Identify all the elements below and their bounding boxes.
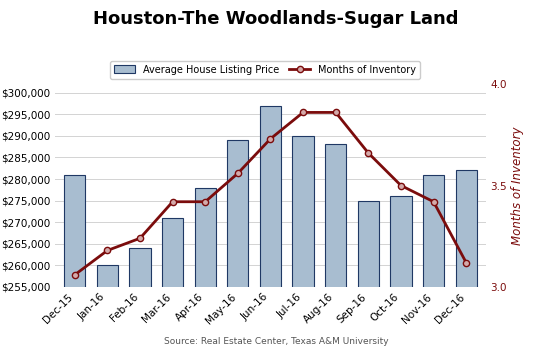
Bar (260, 106, 281, 350)
Bar (162, 218, 183, 350)
Bar (358, 201, 379, 350)
Bar (423, 175, 444, 350)
Bar (227, 140, 248, 350)
Y-axis label: Months of Inventory: Months of Inventory (511, 126, 524, 245)
Text: Houston-The Woodlands-Sugar Land: Houston-The Woodlands-Sugar Land (93, 10, 459, 28)
Bar (293, 136, 314, 350)
Text: Source: Real Estate Center, Texas A&M University: Source: Real Estate Center, Texas A&M Un… (164, 337, 388, 346)
Bar (64, 175, 86, 350)
Bar (195, 188, 216, 350)
Bar (129, 248, 151, 350)
Bar (97, 265, 118, 350)
Bar (325, 145, 346, 350)
Bar (390, 196, 412, 350)
Bar (455, 170, 477, 350)
Legend: Average House Listing Price, Months of Inventory: Average House Listing Price, Months of I… (110, 61, 420, 79)
